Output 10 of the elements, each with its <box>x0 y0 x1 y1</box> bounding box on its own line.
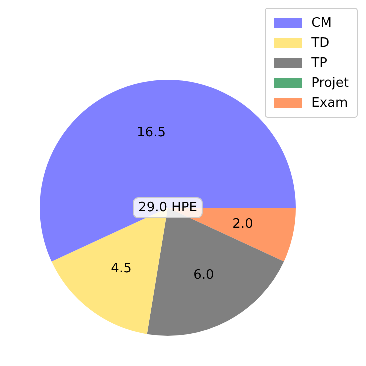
data-label: 16.5 <box>137 125 166 140</box>
legend-label: Exam <box>312 96 348 110</box>
data-label: 4.5 <box>111 262 132 277</box>
data-label: 6.0 <box>194 268 214 284</box>
text: 29.0 HPE <box>138 200 198 216</box>
data-label: 2.0 <box>232 216 254 232</box>
legend-label: TP <box>312 56 328 70</box>
legend-label: Projet <box>312 76 349 90</box>
legend-label: TD <box>312 36 330 50</box>
legend-label: CM <box>312 16 332 30</box>
